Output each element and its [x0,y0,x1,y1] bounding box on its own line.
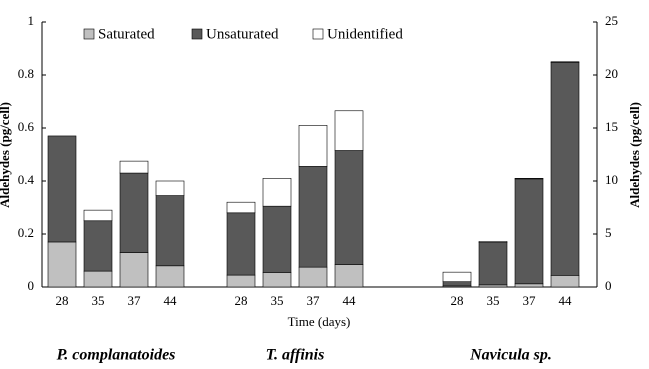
bar-segment [262,272,292,288]
x-tick-label: 35 [487,293,500,308]
bar-segment [514,178,544,285]
legend-label: Unsaturated [206,26,279,42]
x-tick-label: 28 [235,293,248,308]
bar-segment [550,275,580,288]
legend-label: Unidentified [327,26,403,42]
bar-segment [47,241,77,288]
y2-tick-label: 10 [605,172,618,187]
x-tick-label: 37 [523,293,537,308]
bar-segment [226,274,256,288]
bar-segment [47,135,77,243]
x-tick-label: 35 [271,293,284,308]
bar-segment [478,284,508,288]
bar-segment [550,61,580,63]
bar-segment [298,266,328,288]
bar-segment [155,195,185,267]
legend-swatch [83,28,95,40]
y-axis-label: Aldehydes (pg/cell) [0,102,12,208]
bar-segment [262,178,292,207]
bar-segment [83,270,113,288]
y-tick-label: 0.6 [18,119,35,134]
y-tick-label: 0.4 [18,172,35,187]
bar-segment [298,166,328,268]
bar-segment [334,110,364,151]
bar-segment [478,242,508,286]
legend-label: Saturated [98,26,155,42]
bar-segment [478,241,508,243]
x-axis-label: Time (days) [288,314,351,329]
y2-tick-label: 0 [605,278,612,293]
y2-tick-label: 5 [605,225,612,240]
group-label: T. affinis [266,347,325,364]
x-tick-label: 37 [307,293,321,308]
x-tick-label: 44 [559,293,573,308]
bar-segment [155,265,185,288]
x-tick-label: 28 [56,293,69,308]
y-tick-label: 0.8 [18,66,34,81]
group-label: P. complanatoides [56,347,176,364]
bar-segment [442,281,472,287]
bar-segment [226,201,256,214]
bar-segment [119,160,149,174]
x-tick-label: 44 [343,293,357,308]
x-tick-label: 44 [164,293,178,308]
x-tick-label: 35 [92,293,105,308]
y-tick-label: 1 [28,13,35,28]
bar-segment [83,209,113,222]
x-tick-label: 28 [451,293,464,308]
bar-segment [226,212,256,276]
legend-swatch [312,28,324,40]
y2-tick-label: 25 [605,13,618,28]
bar-segment [514,283,544,288]
bar-segment [119,172,149,253]
y2-axis-label: Aldehydes (pg/cell) [627,102,642,208]
bar-segment [442,271,472,283]
bar-segment [119,252,149,288]
bar-segment [262,205,292,273]
legend-swatch [191,28,203,40]
bar-segment [83,220,113,272]
x-tick-label: 37 [128,293,142,308]
bar-segment [155,180,185,196]
y-tick-label: 0 [28,278,35,293]
bar-segment [550,61,580,276]
y2-tick-label: 20 [605,66,618,81]
bar-segment [514,178,544,180]
bar-segment [334,150,364,265]
y2-tick-label: 15 [605,119,618,134]
group-label: Navicula sp. [469,347,552,364]
bar-segment [298,125,328,167]
y-tick-label: 0.2 [18,225,34,240]
bar-segment [334,264,364,288]
